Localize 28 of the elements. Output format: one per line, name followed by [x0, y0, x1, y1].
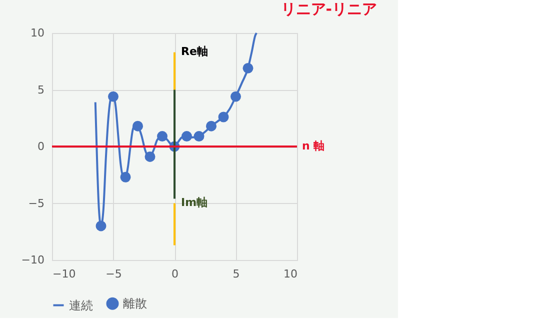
point [230, 91, 241, 102]
point [144, 151, 156, 162]
point [242, 62, 254, 74]
point [157, 131, 168, 142]
y-tick-label: 0 [38, 140, 44, 153]
point [182, 131, 192, 142]
y-tick-label: −10 [21, 254, 44, 266]
annotation: Re軸 [181, 45, 208, 58]
y-tick-label: −5 [28, 196, 44, 210]
point [96, 220, 106, 232]
legend-label: 連続 [69, 298, 93, 312]
point [108, 91, 118, 102]
y-tick-label: 10 [30, 26, 44, 40]
x-tick-label: −5 [106, 268, 122, 280]
text: n 軸 [302, 140, 325, 152]
x-tick-label: −10 [52, 268, 76, 280]
x-tick-label: 5 [232, 268, 240, 280]
point [132, 120, 143, 132]
text: リニア-リニア [280, 0, 378, 18]
x-tick-label: 0 [172, 268, 178, 280]
point [120, 172, 131, 182]
annotation: Im軸 [181, 196, 208, 209]
point [194, 131, 204, 142]
legend-label: 離散 [123, 296, 147, 311]
y-tick-label: 5 [38, 83, 44, 96]
point [206, 120, 216, 132]
point [218, 112, 229, 122]
x-tick-label: 10 [284, 268, 298, 280]
